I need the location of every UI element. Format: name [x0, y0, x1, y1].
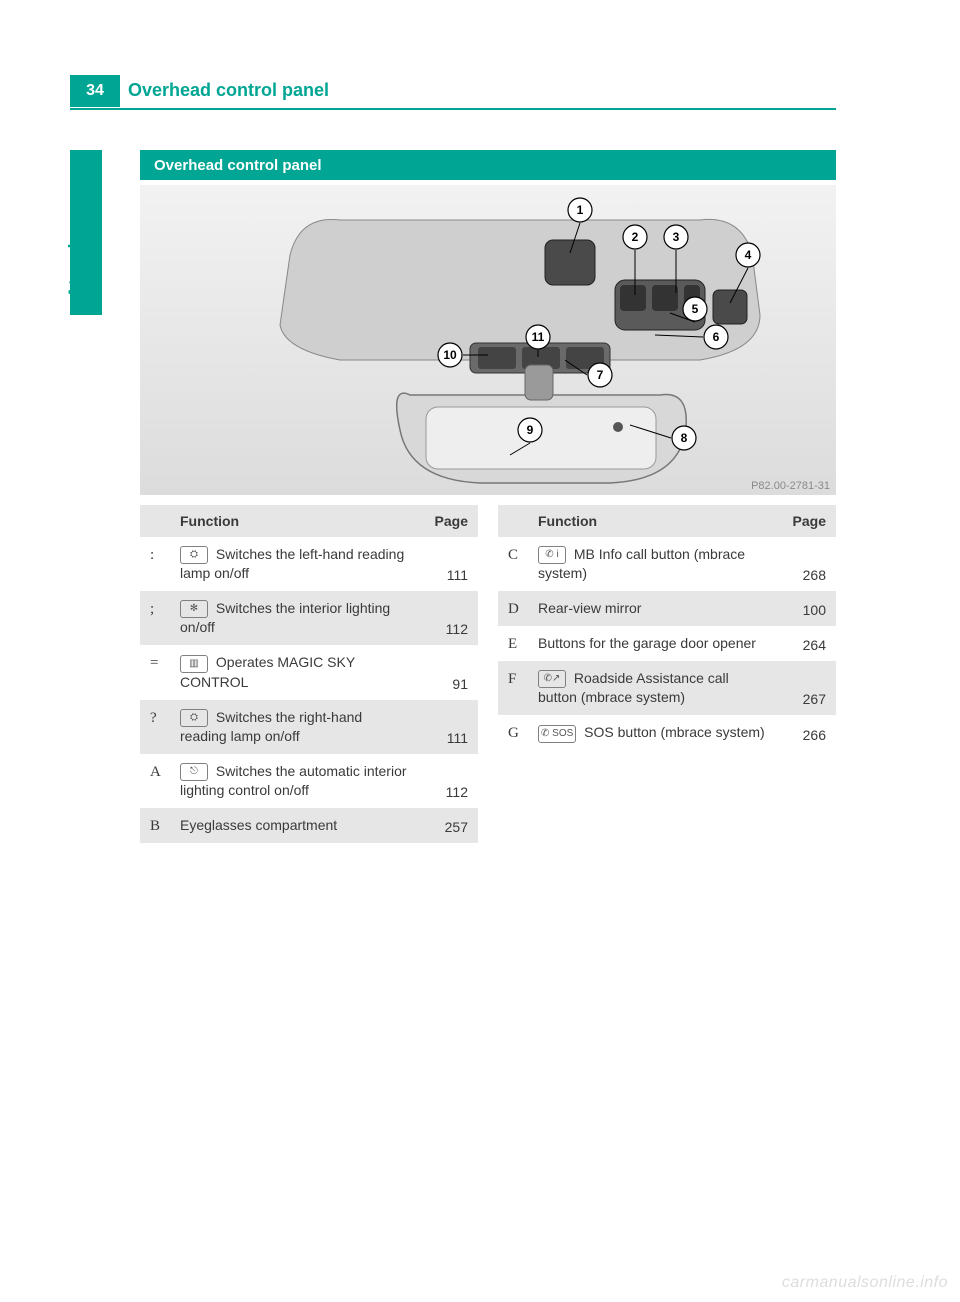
button-symbol-icon: ✆↗ — [538, 670, 566, 688]
table-row: E Buttons for the garage door opener 264 — [498, 626, 836, 661]
row-page: 112 — [418, 621, 468, 637]
button-symbol-icon: ⛭ — [180, 709, 208, 727]
watermark: carmanualsonline.info — [782, 1274, 948, 1292]
col-page: Page — [418, 513, 468, 529]
table-header-row: Function Page — [498, 505, 836, 537]
table-row: F✆↗ Roadside Assistance call button (mbr… — [498, 661, 836, 715]
callout-number: 8 — [681, 431, 688, 445]
overhead-panel-diagram: P82.00-2781-31 1 2 3 4 56 7 8 9 10 11 — [140, 185, 836, 495]
callout-number: 3 — [673, 230, 680, 244]
row-page: 268 — [776, 567, 826, 583]
table-row: C✆ i MB Info call button (mbrace system)… — [498, 537, 836, 591]
col-page: Page — [776, 513, 826, 529]
row-index: : — [150, 545, 180, 564]
col-blank — [150, 513, 180, 529]
row-function: ✆↗ Roadside Assistance call button (mbra… — [538, 669, 776, 707]
diagram-code: P82.00-2781-31 — [751, 480, 830, 492]
row-function: ▥ Operates MAGIC SKY CONTROL — [180, 653, 418, 691]
button-symbol-icon: ⎋ — [180, 763, 208, 781]
row-index: D — [508, 599, 538, 618]
button-symbol-icon: ▥ — [180, 655, 208, 673]
row-page: 266 — [776, 727, 826, 743]
row-function: ⛭ Switches the right-hand reading lamp o… — [180, 708, 418, 746]
row-function-text: Rear-view mirror — [538, 600, 641, 616]
row-page: 267 — [776, 691, 826, 707]
table-row: B Eyeglasses compartment 257 — [140, 808, 478, 843]
table-header-row: Function Page — [140, 505, 478, 537]
row-index: ? — [150, 708, 180, 727]
row-page: 112 — [418, 784, 468, 800]
callout-number: 1 — [577, 203, 584, 217]
page-header-title: Overhead control panel — [128, 80, 329, 101]
table-row: :⛭ Switches the left-hand reading lamp o… — [140, 537, 478, 591]
table-row: =▥ Operates MAGIC SKY CONTROL91 — [140, 645, 478, 699]
row-page: 264 — [776, 637, 826, 653]
callout-number: 10 — [443, 348, 457, 362]
row-index: F — [508, 669, 538, 688]
row-index: G — [508, 723, 538, 742]
row-page: 111 — [418, 730, 468, 746]
row-function-text: Switches the interior lighting on/off — [180, 600, 390, 635]
row-index: A — [150, 762, 180, 781]
row-function-text: SOS button (mbrace system) — [580, 724, 764, 740]
row-function: Eyeglasses compartment — [180, 816, 418, 835]
table-row: G✆ SOS SOS button (mbrace system)266 — [498, 715, 836, 750]
col-function: Function — [538, 513, 776, 529]
row-function-text: Switches the automatic interior lighting… — [180, 763, 407, 798]
row-function: ✆ i MB Info call button (mbrace system) — [538, 545, 776, 583]
button-symbol-icon: ✆ SOS — [538, 725, 576, 743]
row-index: B — [150, 816, 180, 835]
page-number-tab: 34 — [70, 75, 120, 107]
table-row: ;✻ Switches the interior lighting on/off… — [140, 591, 478, 645]
row-function-text: Eyeglasses compartment — [180, 817, 337, 833]
row-function: ✆ SOS SOS button (mbrace system) — [538, 723, 776, 742]
section-title: Overhead control panel — [154, 157, 322, 174]
row-function-text: Buttons for the garage door opener — [538, 635, 756, 651]
diagram-svg: P82.00-2781-31 1 2 3 4 56 7 8 9 10 11 — [140, 185, 836, 495]
callout-number: 9 — [527, 423, 534, 437]
button-symbol-icon: ✻ — [180, 600, 208, 618]
row-page: 111 — [418, 567, 468, 583]
row-index: ; — [150, 599, 180, 618]
table-row: ?⛭ Switches the right-hand reading lamp … — [140, 700, 478, 754]
row-function: Buttons for the garage door opener — [538, 634, 776, 653]
callout-number: 7 — [597, 368, 604, 382]
row-function: Rear-view mirror — [538, 599, 776, 618]
section-title-bar: Overhead control panel — [140, 150, 836, 180]
callout-number: 5 — [692, 302, 699, 316]
row-index: = — [150, 653, 180, 672]
col-blank — [508, 513, 538, 529]
function-table-left: Function Page :⛭ Switches the left-hand … — [140, 505, 478, 843]
callout-number: 6 — [713, 330, 720, 344]
table-row: D Rear-view mirror 100 — [498, 591, 836, 626]
row-function: ✻ Switches the interior lighting on/off — [180, 599, 418, 637]
row-function-text: Switches the left-hand reading lamp on/o… — [180, 546, 404, 581]
row-function: ⎋ Switches the automatic interior lighti… — [180, 762, 418, 800]
callout-number: 2 — [632, 230, 639, 244]
row-function-text: MB Info call button (mbrace system) — [538, 546, 745, 581]
row-function: ⛭ Switches the left-hand reading lamp on… — [180, 545, 418, 583]
side-label-wrap: At a glance — [60, 180, 92, 320]
header-rule — [70, 108, 836, 110]
row-page: 257 — [418, 819, 468, 835]
callout-number: 11 — [532, 330, 545, 344]
page-number: 34 — [86, 82, 104, 100]
col-function: Function — [180, 513, 418, 529]
button-symbol-icon: ✆ i — [538, 546, 566, 564]
row-page: 91 — [418, 676, 468, 692]
button-symbol-icon: ⛭ — [180, 546, 208, 564]
table-row: A⎋ Switches the automatic interior light… — [140, 754, 478, 808]
row-index: E — [508, 634, 538, 653]
function-table-right: Function Page C✆ i MB Info call button (… — [498, 505, 836, 843]
callout-number: 4 — [745, 248, 752, 262]
side-label: At a glance — [66, 202, 87, 298]
row-page: 100 — [776, 602, 826, 618]
row-function-text: Roadside Assistance call button (mbrace … — [538, 670, 729, 705]
row-index: C — [508, 545, 538, 564]
tables-container: Function Page :⛭ Switches the left-hand … — [140, 505, 836, 843]
